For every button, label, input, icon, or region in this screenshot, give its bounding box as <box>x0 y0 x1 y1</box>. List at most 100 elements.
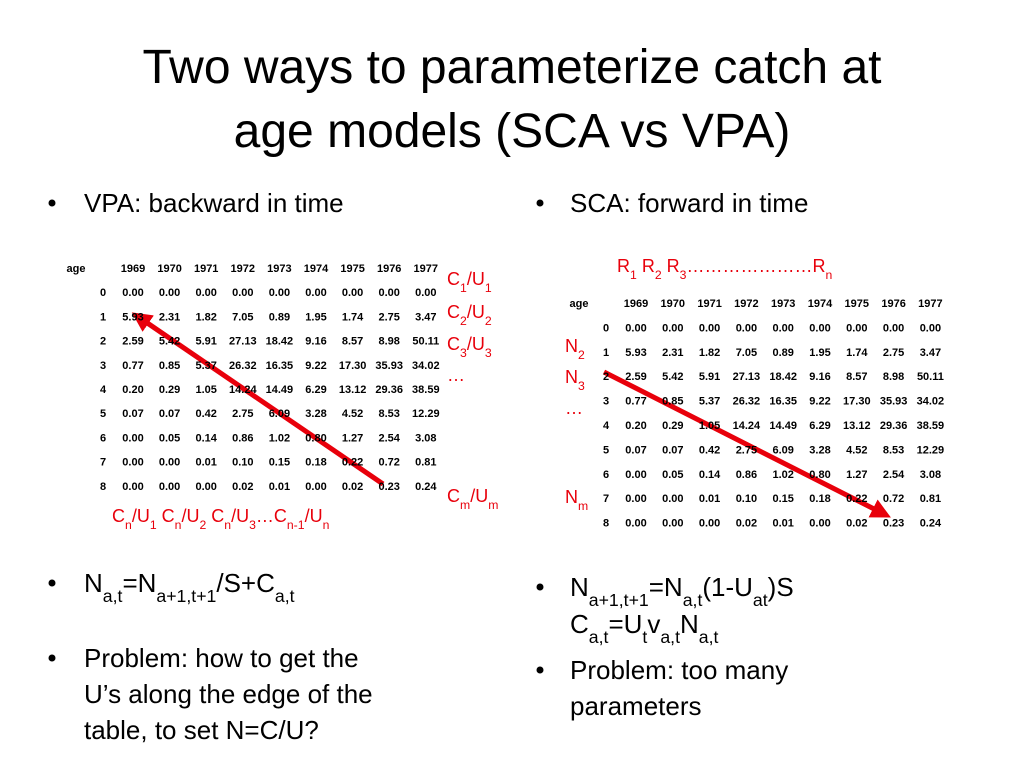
age-label: 1 <box>603 347 609 359</box>
table-cell: 0.00 <box>699 518 720 530</box>
text-run: …C <box>256 506 287 526</box>
table-cell: 2.75 <box>232 408 253 420</box>
table-cell: 5.91 <box>195 336 216 348</box>
edge-label: C3/U3 <box>447 334 492 360</box>
table-cell: 0.01 <box>699 493 720 505</box>
table-cell: 0.00 <box>378 287 399 299</box>
table-cell: 0.24 <box>920 518 942 530</box>
text-run: C <box>112 506 125 526</box>
table-cell: 0.72 <box>378 457 399 469</box>
text-run: (1-U <box>702 572 753 602</box>
age-label: 7 <box>603 493 609 505</box>
table-cell: 12.29 <box>412 408 440 420</box>
subscript: 1 <box>485 281 492 295</box>
table-cell: 0.02 <box>846 518 867 530</box>
subscript: n <box>125 518 132 532</box>
subscript: a,t <box>103 586 123 606</box>
table-cell: 26.32 <box>229 360 257 372</box>
age-label: 8 <box>603 518 609 530</box>
table-cell: 0.00 <box>625 469 646 481</box>
table-cell: 0.00 <box>625 493 646 505</box>
table-cell: 0.00 <box>920 322 941 334</box>
table-cell: 0.05 <box>159 432 180 444</box>
subscript: a+1,t+1 <box>156 586 216 606</box>
subscript: 2 <box>199 518 206 532</box>
subscript: n-1 <box>287 518 305 532</box>
table-cell: 0.14 <box>699 469 721 481</box>
table-cell: 2.75 <box>378 311 399 323</box>
table-cell: 0.00 <box>772 322 793 334</box>
table-cell: 0.00 <box>415 287 436 299</box>
age-label: 2 <box>603 371 609 383</box>
text-run: =N <box>122 568 156 598</box>
table-cell: 4.52 <box>342 408 363 420</box>
table-cell: 0.23 <box>883 518 904 530</box>
table-cell: 0.77 <box>625 396 646 408</box>
table-cell: 0.72 <box>883 493 904 505</box>
table-cell: 0.02 <box>342 481 363 493</box>
table-cell: 9.22 <box>305 360 326 372</box>
text-run: =N <box>649 572 683 602</box>
subscript: 2 <box>485 314 492 328</box>
equation: Na,t=Na+1,t+1/S+Ca,t <box>84 568 295 606</box>
table-cell: 0.00 <box>809 322 830 334</box>
edge-label: N3 <box>565 367 585 393</box>
table-cell: 0.00 <box>122 287 143 299</box>
slide-title: Two ways to parameterize catch at <box>143 41 882 94</box>
table-cell: 0.00 <box>305 481 326 493</box>
table-cell: 0.00 <box>809 518 830 530</box>
text-run: R <box>662 256 680 276</box>
table-cell: 8.53 <box>378 408 399 420</box>
table-cell: 1.82 <box>195 311 216 323</box>
table-cell: 6.09 <box>269 408 290 420</box>
text-run: N <box>565 487 578 507</box>
table-cell: 5.93 <box>625 347 646 359</box>
age-label: 5 <box>603 444 609 456</box>
subscript: at <box>753 590 768 610</box>
table-cell: 0.05 <box>662 469 683 481</box>
table-cell: 9.16 <box>305 336 326 348</box>
text-run: )S <box>768 572 794 602</box>
age-label: 6 <box>100 432 106 444</box>
text-run: /U <box>132 506 150 526</box>
table-header: age <box>570 298 589 310</box>
subscript: 3 <box>680 268 687 282</box>
table-cell: 50.11 <box>917 371 944 383</box>
table-cell: 0.85 <box>662 396 683 408</box>
table-cell: 1.82 <box>699 347 720 359</box>
text-run: v <box>647 609 660 639</box>
table-cell: 29.36 <box>880 420 908 432</box>
subscript: 3 <box>485 346 492 360</box>
table-header: 1975 <box>340 263 364 275</box>
table-cell: 13.12 <box>339 384 367 396</box>
table-cell: 0.02 <box>736 518 757 530</box>
table-cell: 38.59 <box>412 384 440 396</box>
table-cell: 0.00 <box>159 457 180 469</box>
table-cell: 0.18 <box>809 493 830 505</box>
table-cell: 0.22 <box>342 457 363 469</box>
subscript: m <box>488 498 498 512</box>
table-cell: 27.13 <box>229 336 257 348</box>
table-cell: 0.00 <box>625 518 646 530</box>
table-cell: 0.00 <box>195 481 216 493</box>
table-cell: 9.16 <box>809 371 830 383</box>
table-cell: 5.91 <box>699 371 720 383</box>
table-cell: 0.00 <box>195 287 216 299</box>
table-header: 1970 <box>157 263 181 275</box>
slide-title: age models (SCA vs VPA) <box>234 105 791 158</box>
table-cell: 2.59 <box>122 336 143 348</box>
table-cell: 6.29 <box>809 420 830 432</box>
table-cell: 50.11 <box>412 336 439 348</box>
table-cell: 0.20 <box>625 420 646 432</box>
subscript: a,t <box>589 627 609 647</box>
subscript: a,t <box>275 586 295 606</box>
table-header: 1971 <box>194 263 218 275</box>
forward-arrow <box>602 369 891 518</box>
table-cell: 0.07 <box>122 408 143 420</box>
table-cell: 1.27 <box>846 469 867 481</box>
edge-label: Cn/U1 Cn/U2 Cn/U3…Cn-1/Un <box>112 506 330 532</box>
table-cell: 0.14 <box>195 432 217 444</box>
table-header: 1976 <box>377 263 401 275</box>
table-cell: 0.02 <box>232 481 253 493</box>
edge-label: C2/U2 <box>447 302 492 328</box>
